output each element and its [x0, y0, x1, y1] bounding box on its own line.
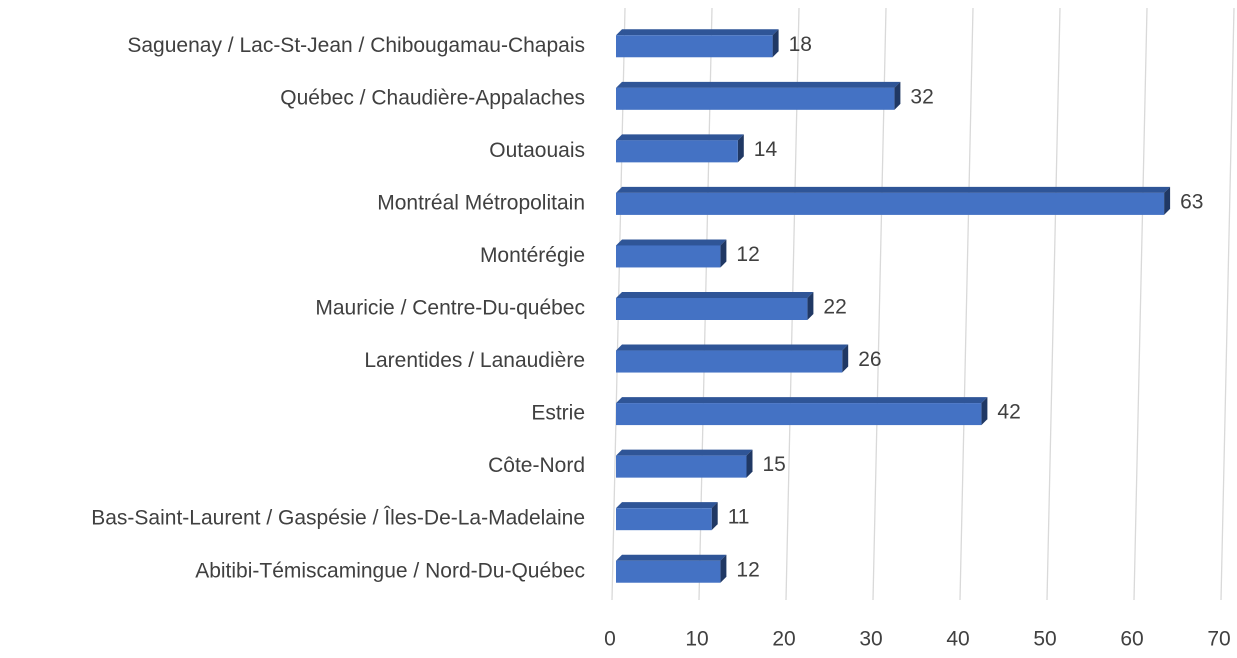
x-tick-label: 20 [772, 628, 795, 651]
x-tick-label: 60 [1120, 628, 1143, 651]
bar [616, 298, 808, 320]
bar-side [772, 29, 779, 58]
grid-line [959, 7, 974, 601]
bar-group [616, 134, 744, 163]
bar-group [616, 81, 901, 110]
bar [616, 140, 738, 163]
y-tick-label: Mauricie / Centre-Du-québec [315, 297, 585, 320]
bar-group [616, 292, 814, 320]
bar-top [616, 186, 1171, 193]
grid-line [1133, 7, 1148, 601]
x-tick-label: 30 [859, 628, 882, 651]
bar-group [616, 29, 779, 58]
bar [616, 403, 982, 426]
bar-side [737, 134, 744, 163]
bar [616, 35, 773, 58]
data-label: 15 [763, 453, 786, 476]
data-label: 12 [736, 243, 759, 266]
data-label: 12 [736, 558, 759, 581]
data-label: 11 [728, 506, 750, 529]
bar-top [616, 134, 744, 141]
x-tick-label: 0 [604, 628, 616, 651]
y-tick-label: Larentides / Lanaudière [364, 349, 585, 372]
data-label: 63 [1180, 190, 1203, 213]
bar [616, 192, 1165, 215]
bar-top [616, 292, 814, 298]
y-tick-label: Québec / Chaudière-Appalaches [280, 86, 585, 109]
y-tick-label: Abitibi-Témiscamingue / Nord-Du-Québec [195, 559, 585, 582]
y-tick-label: Estrie [531, 402, 585, 425]
bar [616, 350, 843, 373]
bar-group [616, 554, 727, 583]
bar-side [746, 449, 753, 478]
bar-group [616, 186, 1171, 215]
x-tick-label: 70 [1207, 628, 1230, 651]
data-label: 22 [823, 296, 846, 319]
bar-top [616, 29, 779, 36]
data-label: 32 [910, 85, 933, 108]
x-tick-label: 50 [1033, 628, 1056, 651]
grid-line [1220, 7, 1235, 601]
bar-side [981, 397, 988, 426]
bar-side [807, 292, 814, 320]
bar-top [616, 344, 849, 351]
bar-top [616, 397, 988, 404]
y-tick-label: Montréal Métropolitain [377, 191, 585, 214]
grid-line [1046, 7, 1061, 601]
y-tick-label: Bas-Saint-Laurent / Gaspésie / Îles-De-L… [91, 507, 585, 530]
bar-side [711, 502, 718, 531]
bar-group [616, 397, 988, 426]
y-tick-label: Outaouais [489, 139, 585, 162]
bar-top [616, 502, 718, 509]
data-label: 42 [997, 401, 1020, 424]
bar [616, 508, 712, 531]
data-label: 26 [858, 348, 881, 371]
bar-top [616, 81, 901, 88]
bar [616, 87, 895, 110]
bar-side [720, 554, 727, 583]
bar [616, 560, 721, 583]
bar-top [616, 239, 727, 246]
data-label: 18 [789, 33, 812, 56]
bar [616, 245, 721, 268]
bar-side [894, 81, 901, 110]
bar-side [1164, 186, 1171, 215]
bar-top [616, 449, 753, 456]
bar-group [616, 344, 849, 373]
x-tick-label: 40 [946, 628, 969, 651]
bar-group [616, 239, 727, 268]
bar-side [720, 239, 727, 268]
bar-group [616, 449, 753, 478]
y-tick-label: Saguenay / Lac-St-Jean / Chibougamau-Cha… [127, 34, 585, 57]
y-tick-label: Montérégie [480, 244, 585, 267]
bar [616, 455, 747, 478]
bar-group [616, 502, 718, 531]
data-label: 14 [754, 138, 778, 161]
bar-top [616, 554, 727, 561]
bar-side [842, 344, 849, 373]
y-tick-label: Côte-Nord [488, 454, 585, 477]
x-tick-label: 10 [685, 628, 708, 651]
